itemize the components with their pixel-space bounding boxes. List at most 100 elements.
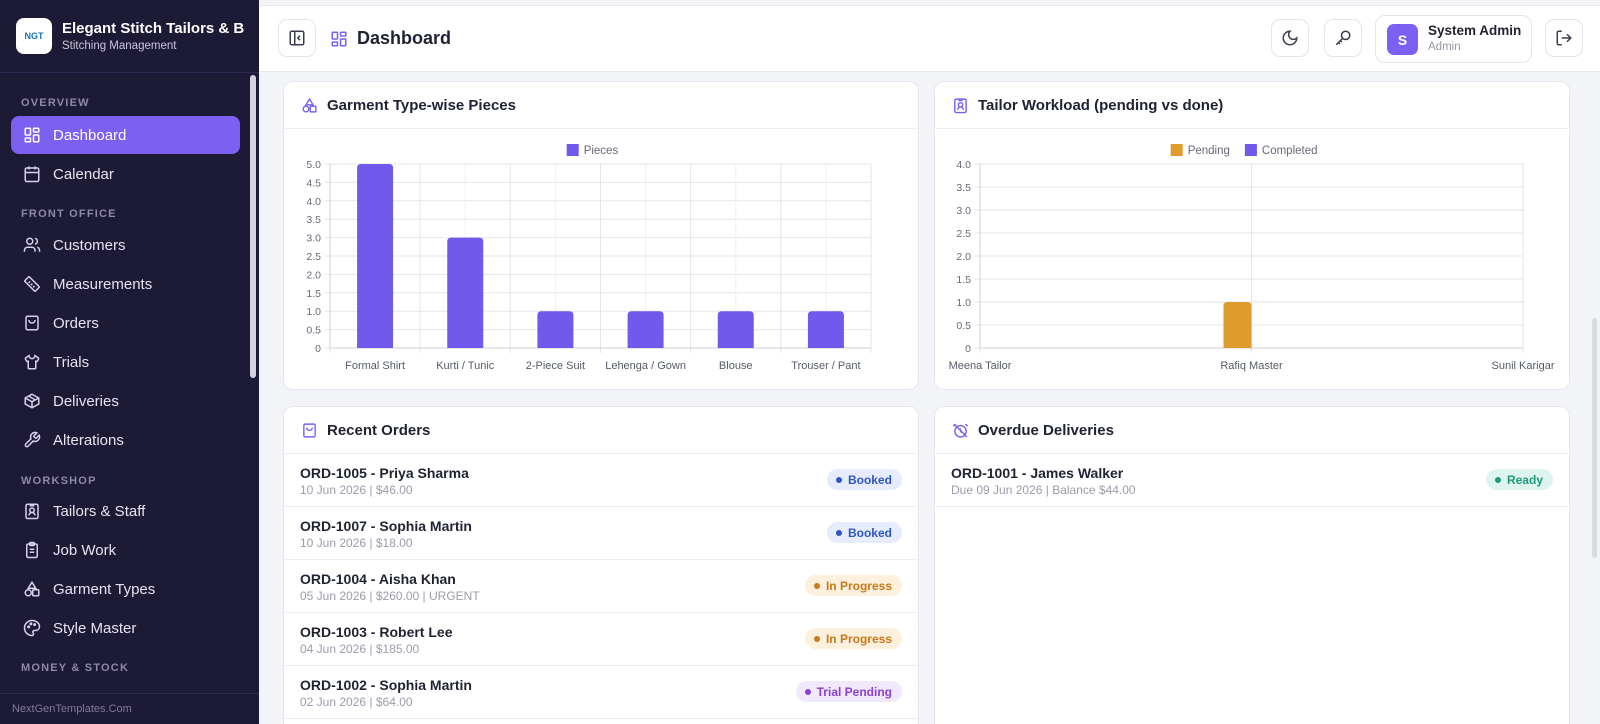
palette-icon	[23, 619, 41, 637]
order-meta: Due 09 Jun 2026 | Balance $44.00	[951, 483, 1136, 497]
sidebar-item-label: Customers	[53, 236, 126, 254]
y-tick-label: 2.0	[306, 269, 321, 281]
order-title: ORD-1002 - Sophia Martin	[300, 677, 472, 693]
list-item[interactable]: ORD-1005 - Priya Sharma 10 Jun 2026 | $46…	[284, 455, 918, 507]
order-title: ORD-1003 - Robert Lee	[300, 624, 453, 640]
sidebar-item-calendar[interactable]: Calendar	[11, 155, 240, 193]
grid-icon	[24, 127, 40, 143]
status-dot	[835, 529, 842, 536]
y-tick-label: 5.0	[306, 159, 321, 171]
workload-chart-card: Tailor Workload (pending vs done) Pendin…	[934, 81, 1570, 390]
order-meta: 02 Jun 2026 | $64.00	[300, 695, 413, 709]
collapse-sidebar-button[interactable]	[278, 19, 316, 57]
order-title: ORD-1004 - Aisha Khan	[300, 571, 456, 587]
sidebar-item-orders[interactable]: Orders	[11, 304, 240, 342]
sidebar-nav: OVERVIEW Dashboard Calendar FRONT OFFICE…	[0, 73, 250, 693]
package-icon	[24, 393, 40, 409]
bar[interactable]	[627, 311, 664, 348]
sidebar-item-tailors[interactable]: Tailors & Staff	[11, 492, 240, 530]
status-dot	[813, 635, 820, 642]
list-item[interactable]: ORD-1001 - James Walker Due 09 Jun 2026 |…	[935, 455, 1569, 507]
order-title: ORD-1005 - Priya Sharma	[300, 465, 469, 481]
list-item[interactable]: ORD-1003 - Robert Lee 04 Jun 2026 | $185.…	[284, 614, 918, 666]
sidebar-item-label: Dashboard	[53, 126, 127, 144]
list-item[interactable]: ORD-1004 - Aisha Khan 05 Jun 2026 | $260.…	[284, 561, 918, 613]
list-item[interactable]: ORD-1002 - Sophia Martin 02 Jun 2026 | $6…	[284, 667, 918, 719]
y-tick-label: 4.0	[306, 196, 321, 208]
shirt-icon	[24, 354, 40, 370]
order-title: ORD-1001 - James Walker	[951, 465, 1124, 481]
sidebar-item-measurements[interactable]: Measurements	[11, 265, 240, 303]
chart-legend: Pending Completed	[1170, 144, 1318, 157]
sidebar-item-label: Tailors & Staff	[53, 502, 146, 520]
shapes-icon	[302, 97, 317, 113]
x-tick-label: Blouse	[719, 360, 753, 372]
sidebar-item-deliveries[interactable]: Deliveries	[11, 382, 240, 420]
id-badge-icon	[954, 97, 967, 113]
y-tick-label: 3.0	[956, 205, 971, 217]
status-badge: Booked	[826, 522, 902, 543]
brand[interactable]: NGT Elegant Stitch Tailors & Boutique St…	[0, 0, 259, 73]
page-scrollbar[interactable]	[1592, 318, 1597, 558]
sidebar-item-label: Alterations	[53, 431, 124, 449]
y-tick-label: 2.0	[956, 251, 971, 263]
section-overview: OVERVIEW	[21, 97, 90, 109]
status-badge: Ready	[1485, 469, 1553, 490]
logout-icon	[1556, 30, 1572, 46]
sidebar-item-alterations[interactable]: Alterations	[11, 421, 240, 459]
sidebar-item-label: Style Master	[53, 619, 137, 637]
y-tick-label: 2.5	[956, 228, 971, 240]
bar[interactable]	[447, 237, 484, 348]
user-role: Admin	[1428, 41, 1461, 53]
avatar: S	[1387, 24, 1418, 55]
status-label: Ready	[1506, 472, 1543, 487]
sidebar-item-style-master[interactable]: Style Master	[11, 609, 240, 647]
recent-orders-card: Recent Orders ORD-1005 - Priya Sharma 10 …	[283, 406, 919, 724]
user-menu[interactable]: S System Admin Admin	[1375, 15, 1532, 63]
theme-toggle-button[interactable]	[1271, 19, 1309, 57]
ruler-icon	[24, 276, 40, 292]
sidebar-item-trials[interactable]: Trials	[11, 343, 240, 381]
y-tick-label: 1.0	[306, 306, 321, 318]
id-badge-icon	[25, 503, 39, 520]
bar[interactable]	[357, 164, 394, 348]
panel-left-icon	[289, 30, 305, 46]
sidebar-item-label: Garment Types	[53, 580, 156, 598]
sidebar-item-customers[interactable]: Customers	[11, 226, 240, 264]
legend-swatch	[1170, 144, 1183, 156]
card-title: Overdue Deliveries	[978, 421, 1114, 439]
sidebar-item-dashboard[interactable]: Dashboard	[11, 116, 240, 154]
change-password-button[interactable]	[1324, 19, 1362, 57]
sidebar-item-garment-types[interactable]: Garment Types	[11, 570, 240, 608]
bar[interactable]	[807, 311, 844, 348]
section-workshop: WORKSHOP	[21, 475, 97, 487]
y-tick-label: 0	[965, 343, 971, 355]
legend-swatch	[1244, 144, 1257, 156]
card-title: Recent Orders	[327, 421, 431, 439]
status-dot	[804, 688, 811, 695]
shopping-bag-icon	[303, 422, 316, 438]
sidebar-scrollbar[interactable]	[250, 75, 256, 378]
sidebar-footer[interactable]: NextGenTemplates.Com	[0, 693, 259, 724]
bar[interactable]	[1223, 302, 1252, 348]
x-tick-label: 2-Piece Suit	[526, 360, 585, 372]
bar[interactable]	[537, 311, 574, 348]
brand-logo: NGT	[16, 18, 52, 54]
legend-swatch	[566, 144, 579, 156]
moon-icon	[1282, 30, 1298, 46]
sidebar-item-job-work[interactable]: Job Work	[11, 531, 240, 569]
x-tick-label: Formal Shirt	[345, 360, 405, 372]
y-tick-label: 4.5	[306, 177, 321, 189]
card-title: Tailor Workload (pending vs done)	[978, 96, 1224, 114]
users-icon	[23, 237, 41, 252]
sidebar-item-label: Measurements	[53, 275, 153, 293]
order-title: ORD-1007 - Sophia Martin	[300, 518, 472, 534]
order-meta: 04 Jun 2026 | $185.00	[300, 642, 420, 656]
logout-button[interactable]	[1545, 19, 1583, 57]
y-tick-label: 1.5	[956, 274, 971, 286]
bar[interactable]	[717, 311, 754, 348]
card-title: Garment Type-wise Pieces	[327, 96, 516, 114]
calendar-icon	[24, 166, 40, 183]
legend-label: Completed	[1262, 145, 1318, 157]
list-item[interactable]: ORD-1007 - Sophia Martin 10 Jun 2026 | $1…	[284, 508, 918, 560]
